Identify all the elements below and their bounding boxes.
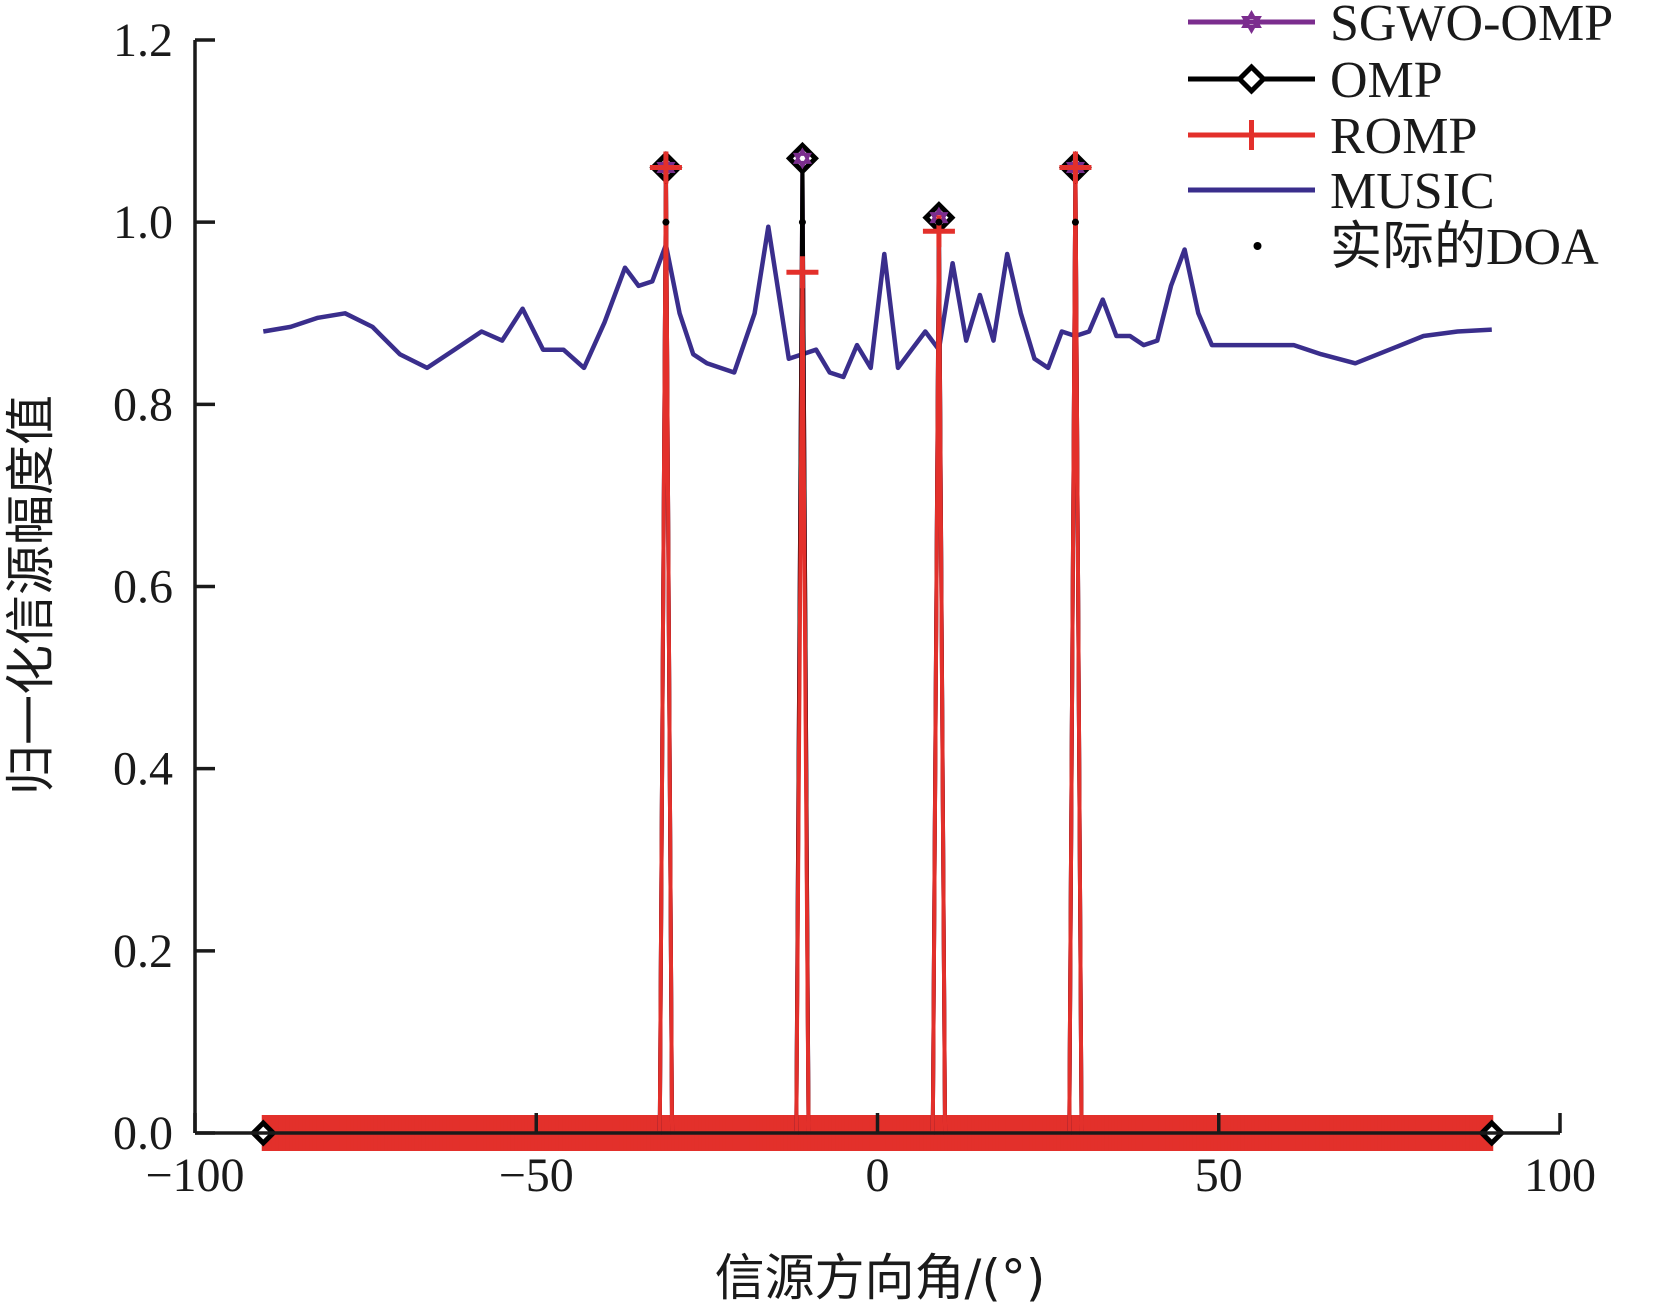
x-axis-title: 信源方向角/(°): [715, 1249, 1046, 1307]
legend-item: OMP: [1188, 52, 1443, 109]
legend-label: SGWO-OMP: [1330, 0, 1613, 52]
y-tick-label: 0.2: [113, 925, 173, 978]
y-tick-label: 1.0: [113, 196, 173, 249]
x-tick-label: −100: [145, 1149, 244, 1202]
doa-point: [662, 218, 670, 226]
sgwo-omp-marker: [792, 147, 813, 170]
doa-point: [1071, 218, 1079, 226]
doa-point: [798, 218, 806, 226]
x-tick-label: 0: [866, 1149, 890, 1202]
legend-item: MUSIC: [1188, 163, 1495, 220]
romp-marker: [786, 256, 819, 289]
x-tick-label: 50: [1195, 1149, 1243, 1202]
doa-point: [935, 218, 943, 226]
y-tick-label: 0.6: [113, 561, 173, 614]
legend-label: MUSIC: [1330, 163, 1495, 220]
romp-marker: [649, 151, 682, 184]
y-tick-label: 0.0: [113, 1107, 173, 1160]
legend-item: SGWO-OMP: [1188, 0, 1613, 52]
y-axis-title: 归一化信源幅度值: [2, 395, 60, 795]
legend-marker: [1235, 63, 1268, 95]
legend-label: OMP: [1330, 52, 1443, 109]
legend-item: 实际的DOA: [1253, 219, 1599, 276]
y-tick-label: 0.4: [113, 743, 173, 796]
y-tick-label: 0.8: [113, 378, 173, 431]
legend-marker: [1236, 120, 1267, 150]
legend-marker: [1253, 242, 1262, 250]
x-tick-label: 100: [1524, 1149, 1596, 1202]
music-line: [262, 224, 1492, 380]
y-tick-label: 1.2: [113, 14, 173, 67]
legend-label: 实际的DOA: [1330, 219, 1599, 276]
axes: 0.0 0.2 0.4 0.6 0.8 1.0 1.2 −100 −50 0 50 100: [113, 14, 1596, 1202]
romp-marker: [1059, 151, 1092, 184]
legend-marker: [1241, 10, 1262, 34]
x-tick-label: −50: [499, 1149, 574, 1202]
legend-item: ROMP: [1188, 108, 1477, 165]
legend-label: ROMP: [1330, 108, 1477, 165]
plot-area: [249, 141, 1506, 1151]
